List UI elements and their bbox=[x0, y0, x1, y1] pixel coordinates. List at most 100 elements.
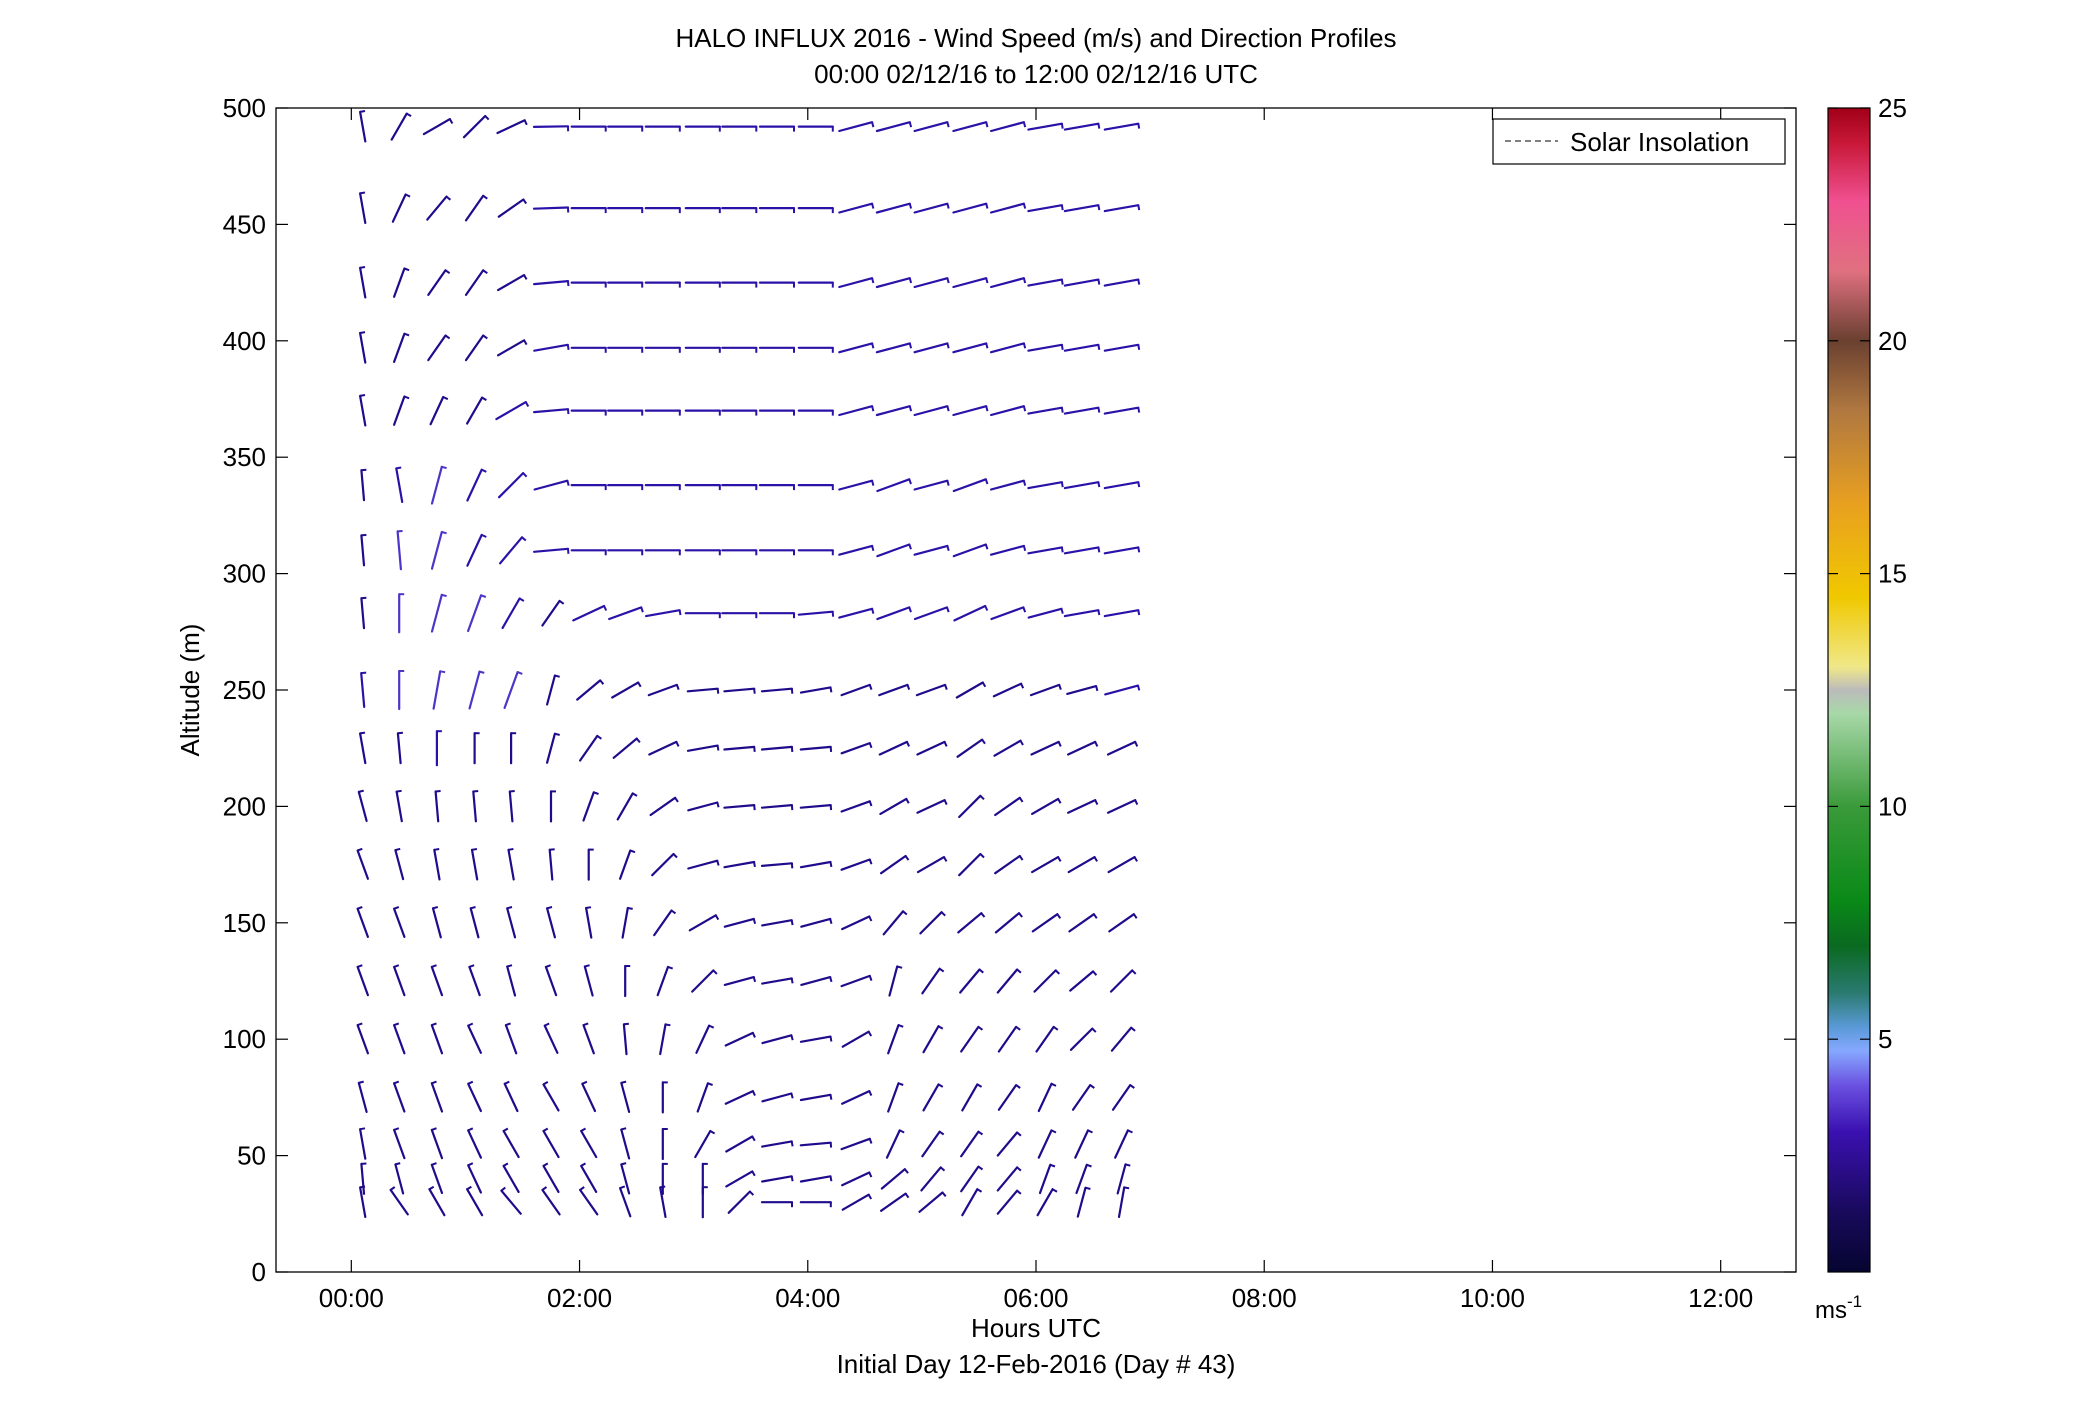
wind-barb-tick bbox=[449, 118, 454, 124]
wind-barb-shaft bbox=[840, 741, 871, 755]
wind-barb-tick bbox=[675, 684, 680, 690]
wind-barb-tick bbox=[1094, 799, 1099, 806]
wind-barb-shaft bbox=[1037, 1082, 1053, 1113]
wind-barb-tick bbox=[467, 1162, 474, 1167]
wind-barb-tick bbox=[868, 684, 873, 690]
wind-barb-tick bbox=[977, 1130, 984, 1136]
wind-barb-tick bbox=[1053, 1026, 1059, 1031]
wind-barb-shaft bbox=[430, 1023, 444, 1055]
wind-barb-tick bbox=[619, 1185, 626, 1190]
wind-barb-shaft bbox=[359, 266, 367, 299]
wind-barb-shaft bbox=[880, 1168, 906, 1190]
wind-barb-shaft bbox=[468, 965, 481, 997]
wind-barb-tick bbox=[390, 1186, 396, 1191]
wind-barb-shaft bbox=[996, 1131, 1019, 1157]
wind-barb-shaft bbox=[695, 1024, 711, 1054]
wind-barb-tick bbox=[829, 1036, 833, 1042]
wind-barb-tick bbox=[871, 545, 875, 551]
wind-barb-shaft bbox=[1110, 1026, 1133, 1052]
wind-barb-shaft bbox=[502, 1129, 520, 1159]
wind-barb-shaft bbox=[840, 1137, 871, 1151]
wind-barb-tick bbox=[467, 1080, 474, 1085]
wind-barb-tick bbox=[984, 605, 989, 611]
wind-barb-tick bbox=[868, 742, 873, 749]
wind-barb-tick bbox=[627, 907, 633, 910]
y-tick-label: 250 bbox=[223, 675, 266, 705]
wind-barb-tick bbox=[1089, 1084, 1095, 1089]
x-tick-label: 08:00 bbox=[1232, 1283, 1297, 1313]
wind-barb-tick bbox=[440, 670, 446, 674]
wind-barb-shaft bbox=[1103, 278, 1140, 287]
wind-barb-tick bbox=[580, 1162, 587, 1167]
wind-barb-tick bbox=[467, 1022, 474, 1027]
wind-barb-shaft bbox=[838, 479, 874, 491]
wind-barb-shaft bbox=[430, 1082, 444, 1113]
wind-barb-shaft bbox=[621, 906, 629, 939]
x-tick-label: 10:00 bbox=[1460, 1283, 1525, 1313]
wind-barb-shaft bbox=[1069, 970, 1095, 992]
wind-barb-tick bbox=[445, 195, 452, 201]
wind-barb-tick bbox=[1097, 407, 1101, 413]
wind-barb-tick bbox=[581, 1080, 588, 1085]
wind-barb-tick bbox=[977, 1165, 984, 1171]
wind-barb-shaft bbox=[620, 1128, 631, 1160]
wind-barb-shaft bbox=[467, 1082, 482, 1113]
wind-barb-shaft bbox=[1063, 406, 1100, 415]
wind-barb-shaft bbox=[1074, 1129, 1090, 1159]
wind-barb-shaft bbox=[620, 1163, 631, 1195]
wind-barb-shaft bbox=[989, 544, 1026, 556]
wind-barb-shaft bbox=[468, 670, 481, 710]
wind-barb-tick bbox=[674, 797, 679, 803]
wind-barb-shaft bbox=[952, 543, 987, 558]
wind-barb-shaft bbox=[961, 1188, 979, 1217]
wind-barb-shaft bbox=[989, 277, 1026, 289]
wind-barb-shaft bbox=[760, 862, 794, 868]
wind-barb-shaft bbox=[496, 119, 526, 135]
wind-barb-tick bbox=[1049, 1163, 1056, 1168]
wind-barb-shaft bbox=[389, 1188, 409, 1216]
wind-barb-shaft bbox=[841, 1193, 870, 1211]
wind-barb-tick bbox=[790, 1141, 794, 1147]
wind-barb-tick bbox=[751, 1032, 756, 1038]
wind-barb-shaft bbox=[612, 737, 638, 759]
wind-barb-tick bbox=[359, 331, 366, 334]
wind-barb-tick bbox=[357, 1022, 363, 1027]
wind-barb-shaft bbox=[359, 192, 367, 224]
wind-barb-tick bbox=[751, 1135, 756, 1142]
wind-barb-shaft bbox=[838, 121, 874, 133]
wind-barb-tick bbox=[500, 1186, 506, 1192]
wind-barb-tick bbox=[752, 976, 757, 983]
wind-barb-tick bbox=[629, 849, 636, 854]
wind-barb-shaft bbox=[887, 1023, 900, 1055]
wind-barb-shaft bbox=[989, 342, 1026, 354]
wind-barb-tick bbox=[1015, 1026, 1021, 1031]
wind-barb-shaft bbox=[686, 687, 719, 693]
wind-barb-shaft bbox=[495, 401, 527, 421]
wind-barb-tick bbox=[904, 1193, 910, 1199]
wind-barb-tick bbox=[712, 969, 718, 975]
wind-barb-shaft bbox=[1027, 343, 1064, 352]
wind-barb-shaft bbox=[761, 1175, 793, 1183]
wind-barb-tick bbox=[829, 1094, 833, 1100]
wind-barb-shaft bbox=[799, 860, 832, 869]
wind-barb-shaft bbox=[649, 796, 677, 817]
wind-barb-shaft bbox=[921, 967, 941, 995]
wind-barb-tick bbox=[867, 1031, 873, 1037]
wind-barb-shaft bbox=[1030, 855, 1060, 874]
wind-barb-shaft bbox=[466, 533, 483, 567]
wind-barb-shaft bbox=[691, 969, 715, 993]
wind-barb-shaft bbox=[393, 332, 406, 363]
wind-barb-shaft bbox=[996, 1166, 1019, 1192]
wind-barb-shaft bbox=[545, 674, 557, 706]
wind-barb-tick bbox=[977, 1026, 984, 1031]
wind-barb-tick bbox=[1124, 1186, 1130, 1190]
wind-barb-tick bbox=[481, 468, 487, 473]
wind-barb-tick bbox=[667, 965, 674, 970]
wind-barb-tick bbox=[404, 332, 410, 337]
wind-barb-shaft bbox=[1116, 1163, 1127, 1195]
wind-barb-shaft bbox=[542, 1083, 560, 1112]
wind-barb-shaft bbox=[922, 1025, 940, 1054]
wind-barb-tick bbox=[751, 1090, 756, 1097]
wind-barb-tick bbox=[978, 968, 984, 974]
wind-barb-tick bbox=[442, 396, 449, 401]
